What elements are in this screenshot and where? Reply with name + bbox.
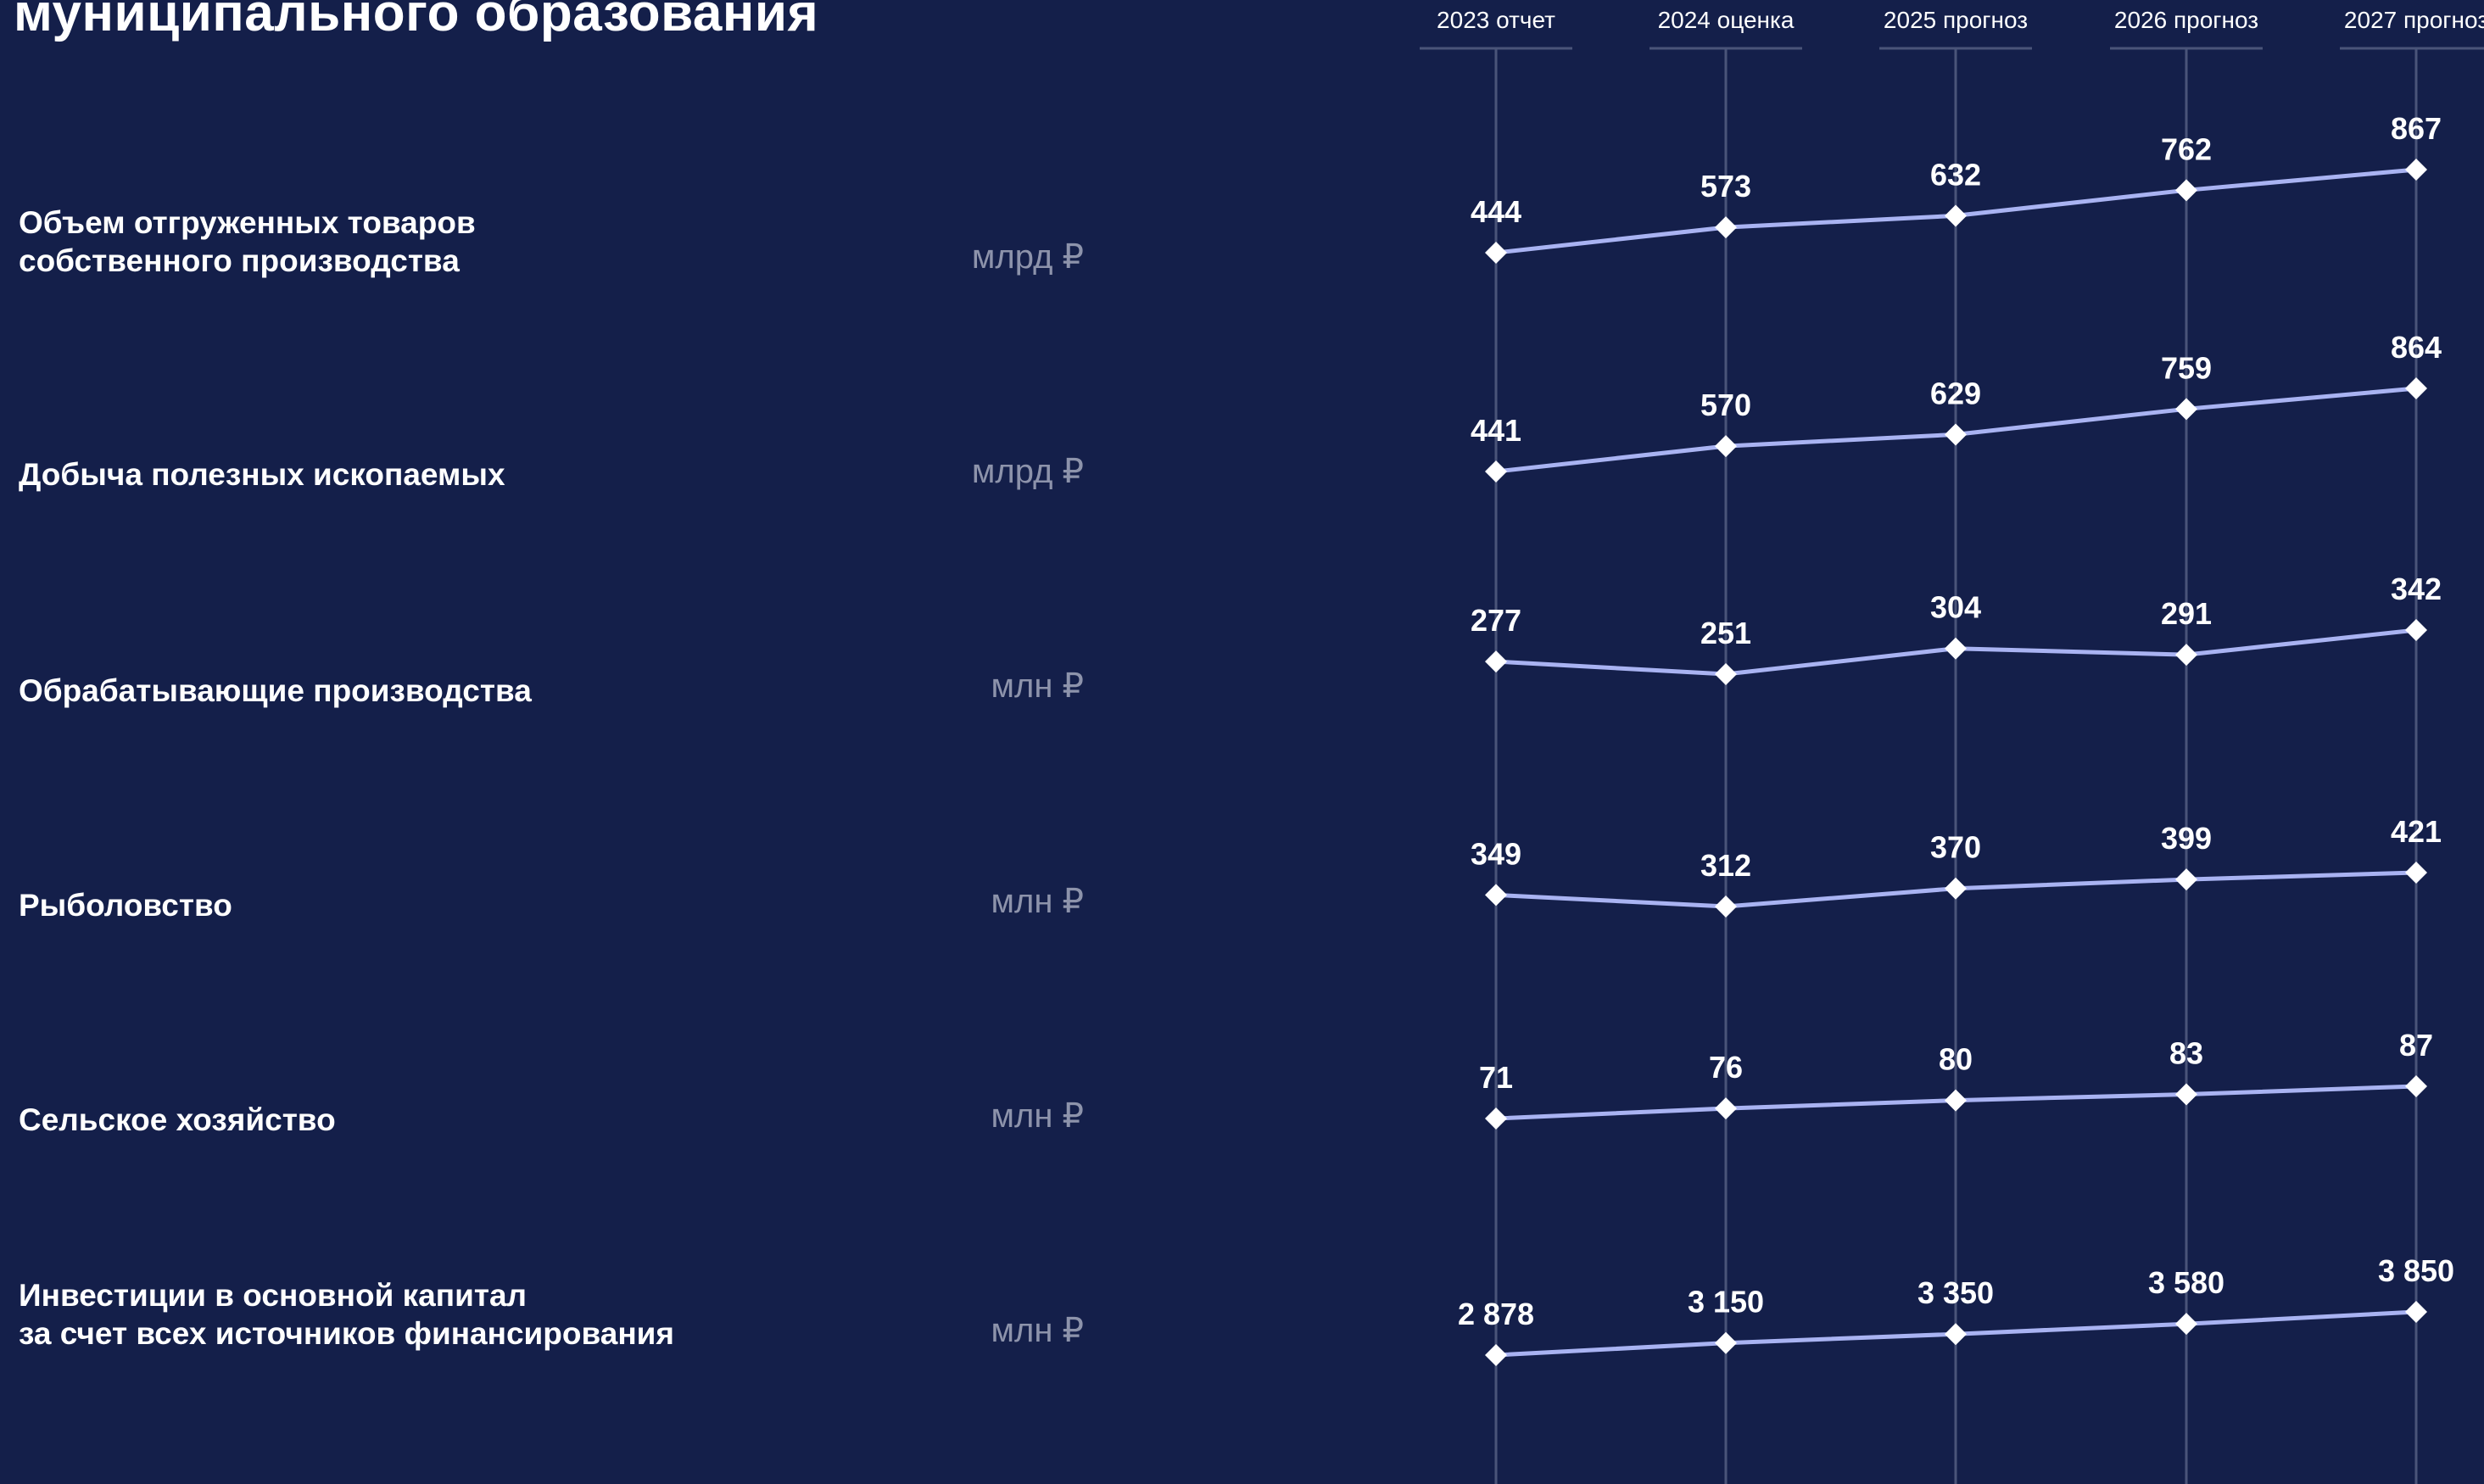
data-label: 349 (1471, 836, 1521, 871)
series-unit: млн ₽ (991, 667, 1085, 705)
series-unit: млрд ₽ (971, 238, 1084, 276)
series-name: Обрабатывающие производства (19, 673, 532, 708)
series-unit: млн ₽ (991, 883, 1085, 920)
data-label: 762 (2161, 131, 2212, 166)
data-label: 573 (1700, 169, 1751, 204)
data-label: 3 580 (2148, 1265, 2224, 1300)
data-label: 80 (1939, 1042, 1973, 1077)
data-label: 3 850 (2378, 1253, 2454, 1288)
data-label: 444 (1471, 194, 1521, 229)
series-name: Объем отгруженных товаров собственного п… (19, 205, 476, 278)
series-name: Рыболовство (19, 888, 232, 923)
data-point-marker (1715, 435, 1737, 458)
page-title: муниципального образования (14, 0, 819, 42)
series-unit: млн ₽ (991, 1097, 1085, 1135)
data-label: 867 (2391, 111, 2442, 146)
data-point-marker (2175, 398, 2197, 421)
data-label: 629 (1930, 376, 1981, 410)
data-label: 304 (1930, 590, 1981, 625)
data-label: 291 (2161, 596, 2212, 631)
series-name: Добыча полезных ископаемых (19, 457, 505, 492)
column-header: 2024 оценка (1657, 7, 1795, 33)
data-point-marker (1485, 1107, 1507, 1130)
data-point-marker (2175, 644, 2197, 667)
data-point-marker (1485, 884, 1507, 907)
column-header: 2025 прогноз (1883, 7, 2029, 33)
data-label: 87 (2399, 1028, 2433, 1063)
data-label: 632 (1930, 157, 1981, 192)
data-point-marker (1715, 663, 1737, 685)
data-point-marker (1945, 637, 1967, 660)
data-label: 312 (1700, 848, 1751, 883)
data-label: 71 (1479, 1060, 1513, 1095)
data-point-marker (1485, 650, 1507, 673)
data-point-marker (2175, 1083, 2197, 1106)
data-label: 370 (1930, 830, 1981, 865)
data-label: 864 (2391, 330, 2442, 365)
data-label: 399 (2161, 821, 2212, 856)
data-point-marker (1945, 1089, 1967, 1112)
data-label: 441 (1471, 413, 1521, 448)
data-point-marker (1715, 216, 1737, 239)
data-label: 3 350 (1917, 1275, 1994, 1310)
data-point-marker (1945, 877, 1967, 900)
data-point-marker (2405, 1301, 2427, 1323)
series-name: Сельское хозяйство (19, 1102, 336, 1137)
data-point-marker (1715, 895, 1737, 918)
data-point-marker (1945, 423, 1967, 446)
data-label: 251 (1700, 616, 1751, 650)
data-point-marker (1945, 1323, 1967, 1346)
data-label: 759 (2161, 350, 2212, 385)
data-point-marker (2175, 1313, 2197, 1336)
data-point-marker (1715, 1097, 1737, 1120)
data-label: 76 (1709, 1050, 1743, 1085)
series-name: Инвестиции в основной капитал за счет вс… (19, 1278, 675, 1351)
data-point-marker (2405, 377, 2427, 399)
data-point-marker (2405, 862, 2427, 884)
data-point-marker (1715, 1331, 1737, 1354)
column-header: 2023 отчет (1437, 7, 1555, 33)
data-label: 3 150 (1688, 1285, 1764, 1319)
data-point-marker (1485, 242, 1507, 264)
data-point-marker (1485, 1344, 1507, 1366)
data-point-marker (1945, 204, 1967, 227)
data-point-marker (2175, 868, 2197, 891)
column-header: 2026 прогноз (2113, 7, 2259, 33)
data-label: 570 (1700, 388, 1751, 422)
data-label: 83 (2169, 1036, 2203, 1071)
column-header: 2027 прогноз (2343, 7, 2484, 33)
data-label: 277 (1471, 603, 1521, 638)
series-unit: млн ₽ (991, 1312, 1085, 1349)
data-label: 2 878 (1458, 1297, 1534, 1331)
series-unit: млрд ₽ (971, 453, 1084, 490)
data-label: 421 (2391, 814, 2442, 849)
data-point-marker (2405, 1075, 2427, 1097)
data-point-marker (1485, 460, 1507, 483)
data-point-marker (2405, 159, 2427, 181)
data-point-marker (2405, 619, 2427, 641)
data-label: 342 (2391, 572, 2442, 606)
data-point-marker (2175, 179, 2197, 202)
